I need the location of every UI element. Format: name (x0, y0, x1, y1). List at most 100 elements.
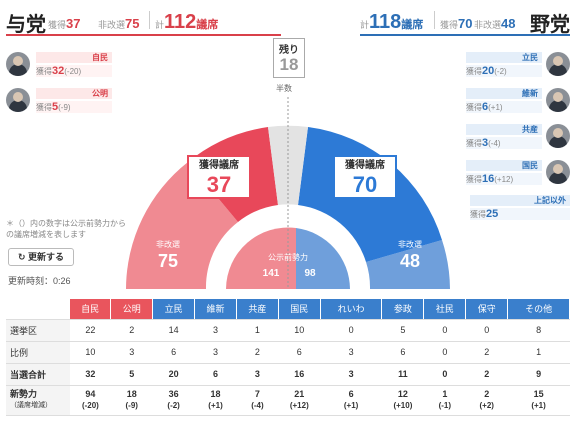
seat-count: 1 (442, 389, 448, 399)
party-card-komei[interactable]: 公明 獲得5(-9) (6, 88, 116, 116)
table-header-row: 自民 公明 立民 維新 共産 国民 れいわ 参政 社民 保守 その他 (6, 299, 570, 320)
seat-diff: (-9) (125, 401, 138, 410)
seat-diff: (+1) (343, 401, 359, 410)
seat-count: 2 (484, 389, 490, 399)
seat-diff: (+1) (208, 401, 223, 410)
party-won: 獲得32(-20) (36, 65, 112, 77)
row-header-label: 新勢力 (10, 389, 38, 399)
table-cell: 0 (423, 363, 466, 386)
table-cell: 2 (465, 363, 508, 386)
ruling-koji-value: 141 (263, 268, 280, 279)
avatar (546, 160, 570, 184)
party-card-kokumin[interactable]: 国民 獲得16(+12) (466, 160, 572, 188)
avatar (546, 52, 570, 76)
table-cell: 3 (194, 319, 237, 342)
column-header: 立民 (152, 299, 196, 320)
opposition-koji-segment (296, 228, 350, 289)
table-corner (6, 299, 70, 320)
party-won: 獲得16(+12) (466, 173, 542, 185)
divider (434, 11, 435, 29)
seat-diff: (+2) (479, 401, 494, 410)
table-cell: 22 (70, 319, 111, 342)
table-cell: 6 (278, 341, 321, 364)
seat-count: 6 (348, 389, 354, 399)
seat-count: 36 (168, 389, 179, 399)
table-cell: 18 (-9) (110, 385, 153, 416)
row-header: 当選合計 (6, 363, 70, 386)
party-name: 立民 (466, 52, 542, 63)
table-body: 選挙区 22 2 14 3 1 10 0 5 0 0 8 比例 10 3 6 3 2 6 3 6 0 2 1 当選合計 32 5 20… (6, 319, 570, 416)
seats-table: 自民 公明 立民 維新 共産 国民 れいわ 参政 社民 保守 その他 選挙区 22 2 14 3 1 10 0 5 0… (6, 299, 570, 416)
ruling-unreelected-value: 75 (158, 251, 178, 271)
note-text: ＊（）内の数字は公示前勢力からの議席増減を表します (6, 219, 126, 239)
update-time: 更新時刻：0:26 (8, 276, 71, 286)
table-cell: 5 (381, 319, 424, 342)
opposition-title: 野党 (530, 14, 570, 36)
table-row: 比例 10 3 6 3 2 6 3 6 0 2 1 (6, 341, 570, 364)
table-cell: 9 (507, 363, 570, 386)
seat-count: 94 (85, 389, 96, 399)
row-header: 比例 (6, 341, 70, 364)
refresh-button[interactable]: ↻ 更新する (8, 248, 74, 266)
seat-hemicycle: 獲得議席 37 獲得議席 70 非改選 75 非改選 48 公示前勢力 141 … (126, 97, 450, 289)
avatar (546, 124, 570, 148)
row-header: 選挙区 (6, 319, 70, 342)
column-header: 自民 (70, 299, 112, 320)
refresh-icon: ↻ (17, 252, 29, 262)
table-cell: 6 (152, 341, 195, 364)
column-header: 社民 (423, 299, 467, 320)
table-cell: 12 (+10) (381, 385, 424, 416)
table-cell: 6 (+1) (320, 385, 382, 416)
seat-diff: (-4) (251, 401, 264, 410)
remaining-label: 残り (279, 45, 299, 56)
table-cell: 21 (+12) (278, 385, 321, 416)
opposition-unreelected-label: 非改選 (398, 239, 422, 249)
table-cell: 6 (194, 363, 237, 386)
party-won: 獲得5(-9) (36, 101, 112, 113)
party-name: 国民 (466, 160, 542, 171)
table-cell: 3 (194, 341, 237, 364)
table-cell: 2 (+2) (465, 385, 508, 416)
column-header: 参政 (381, 299, 425, 320)
ruling-total: 計112議席 (155, 11, 219, 33)
row-header-sub: （議席増減） (10, 402, 52, 409)
column-header: 国民 (278, 299, 321, 320)
column-header: 保守 (465, 299, 509, 320)
party-card-ishin[interactable]: 維新 獲得6(+1) (466, 88, 572, 116)
koji-label: 公示前勢力 (268, 252, 308, 262)
table-cell: 10 (278, 319, 321, 342)
table-cell: 10 (70, 341, 111, 364)
seat-diff: (-1) (438, 401, 452, 410)
ruling-header: 与党 獲得37 非改選75 計112議席 (6, 8, 281, 36)
party-won: 獲得3(-4) (466, 137, 542, 149)
party-won: 獲得6(+1) (466, 101, 542, 113)
opposition-koji-value: 98 (304, 268, 316, 279)
table-cell: 7 (-4) (236, 385, 279, 416)
table-cell: 2 (465, 341, 508, 364)
seat-diff: (+10) (393, 401, 413, 410)
column-header: 維新 (194, 299, 237, 320)
party-card-kyosan[interactable]: 共産 獲得3(-4) (466, 124, 572, 152)
party-card-jimin[interactable]: 自民 獲得32(-20) (6, 52, 116, 80)
party-name: 上記以外 (470, 195, 570, 206)
column-header: その他 (507, 299, 570, 320)
opposition-unreelected-value: 48 (400, 251, 420, 271)
party-card-rikken[interactable]: 立民 獲得20(-2) (466, 52, 572, 80)
table-cell: 15 (+1) (507, 385, 570, 416)
seat-diff: (-20) (81, 401, 99, 410)
party-card-others[interactable]: 上記以外 獲得25 (470, 195, 570, 223)
ruling-unreelected-summary: 非改選75 (98, 16, 140, 31)
table-cell: 3 (320, 341, 382, 364)
table-cell: 3 (236, 363, 279, 386)
table-cell: 1 (236, 319, 279, 342)
ruling-koji-segment (226, 227, 296, 289)
opposition-unreelected-segment (366, 240, 450, 289)
table-cell: 36 (-2) (152, 385, 195, 416)
party-name: 自民 (36, 52, 112, 63)
table-cell: 0 (423, 341, 466, 364)
remaining-box: 残り 18 (273, 38, 305, 78)
seat-diff: (-2) (167, 401, 180, 410)
row-header: 新勢力 （議席増減） (6, 385, 70, 416)
avatar (546, 88, 570, 112)
table-cell: 32 (70, 363, 111, 386)
